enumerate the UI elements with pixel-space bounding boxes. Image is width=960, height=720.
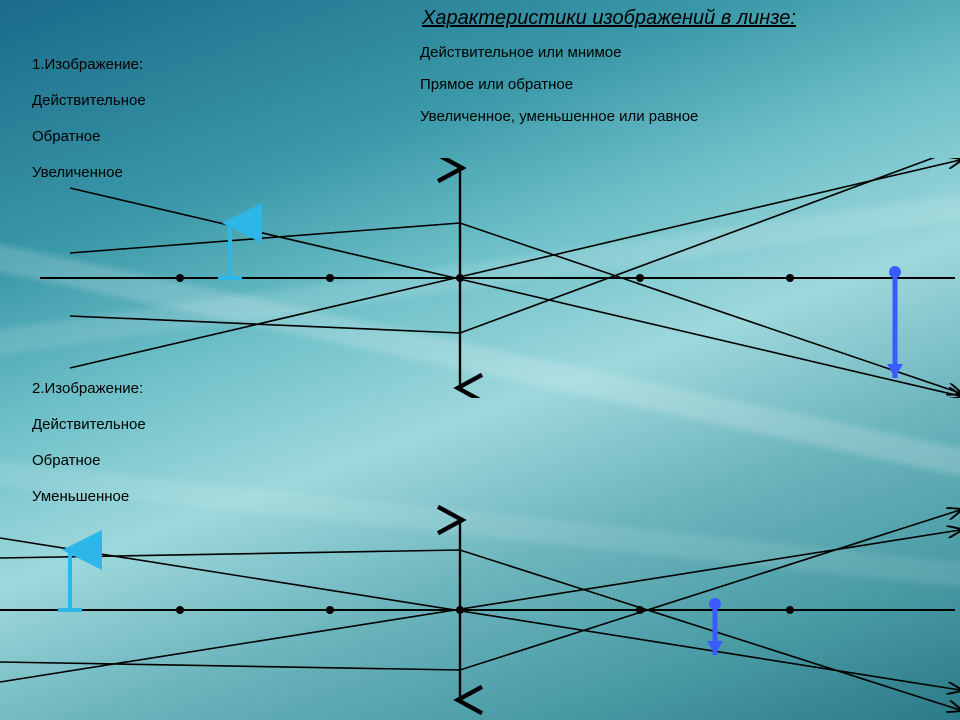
char-line-2: Прямое или обратное	[420, 76, 573, 94]
img1-heading: 1.Изображение:	[32, 56, 143, 74]
light-ray	[0, 550, 960, 710]
lens-diagram-2	[0, 500, 960, 720]
img2-prop2: Обратное	[32, 452, 100, 470]
page-title: Характеристики изображений в линзе:	[422, 6, 796, 30]
axis-point	[326, 606, 334, 614]
axis-point	[786, 606, 794, 614]
axis-point	[636, 274, 644, 282]
light-ray	[0, 530, 960, 682]
light-ray	[70, 223, 960, 393]
img1-prop1: Действительное	[32, 92, 146, 110]
light-ray	[0, 510, 960, 670]
lens-diagram-1	[0, 158, 960, 398]
char-line-1: Действительное или мнимое	[420, 44, 622, 62]
img1-prop2: Обратное	[32, 128, 100, 146]
light-ray	[70, 160, 960, 368]
char-line-3: Увеличенное, уменьшенное или равное	[420, 108, 698, 126]
img2-prop1: Действительное	[32, 416, 146, 434]
axis-point	[176, 606, 184, 614]
light-ray	[70, 188, 960, 396]
light-ray	[70, 158, 960, 333]
image-arrow-head	[887, 364, 903, 378]
axis-point	[786, 274, 794, 282]
axis-point	[326, 274, 334, 282]
light-ray	[0, 538, 960, 690]
axis-point	[176, 274, 184, 282]
